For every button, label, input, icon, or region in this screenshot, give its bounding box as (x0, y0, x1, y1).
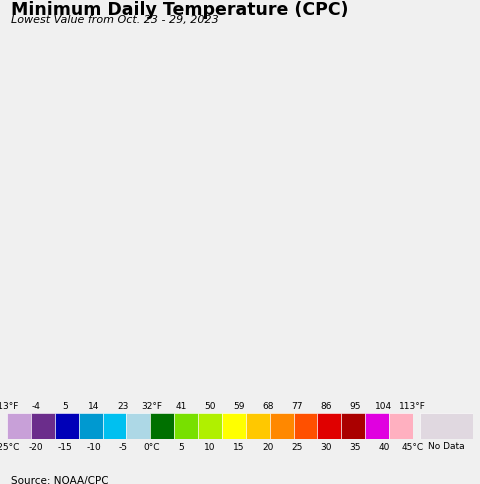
Text: 10: 10 (204, 442, 216, 451)
Text: Source: NOAA/CPC: Source: NOAA/CPC (11, 475, 108, 484)
Bar (341, 413, 365, 439)
Bar (150, 413, 174, 439)
Bar (222, 413, 246, 439)
Text: 50: 50 (204, 401, 216, 410)
Text: No Data: No Data (428, 441, 465, 451)
Bar (198, 413, 222, 439)
Bar (317, 413, 341, 439)
Bar (389, 413, 413, 439)
Text: 86: 86 (320, 401, 332, 410)
Text: 45°C: 45°C (402, 442, 424, 451)
Text: 32°F: 32°F (142, 401, 163, 410)
Text: 23: 23 (118, 401, 129, 410)
Text: -10: -10 (87, 442, 101, 451)
Text: -4: -4 (32, 401, 41, 410)
Text: 77: 77 (291, 401, 303, 410)
Text: -13°F: -13°F (0, 401, 19, 410)
Text: 20: 20 (262, 442, 274, 451)
Bar (55, 413, 79, 439)
Text: 14: 14 (88, 401, 100, 410)
Text: 35: 35 (349, 442, 360, 451)
Text: -25°C: -25°C (0, 442, 20, 451)
Text: 0°C: 0°C (144, 442, 160, 451)
Text: 30: 30 (320, 442, 332, 451)
Bar (7, 413, 31, 439)
Bar (103, 413, 127, 439)
Text: Minimum Daily Temperature (CPC): Minimum Daily Temperature (CPC) (11, 1, 348, 19)
Bar (246, 413, 270, 439)
Text: 5: 5 (178, 442, 184, 451)
Text: 68: 68 (262, 401, 274, 410)
Text: -20: -20 (29, 442, 44, 451)
Text: -5: -5 (119, 442, 128, 451)
Bar (31, 413, 55, 439)
Text: 5: 5 (62, 401, 68, 410)
Bar (79, 413, 103, 439)
Text: 59: 59 (233, 401, 245, 410)
Text: 40: 40 (378, 442, 389, 451)
Text: 41: 41 (175, 401, 187, 410)
Text: Lowest Value from Oct. 23 - 29, 2023: Lowest Value from Oct. 23 - 29, 2023 (11, 15, 218, 25)
Text: -15: -15 (58, 442, 72, 451)
Bar (365, 413, 389, 439)
Bar (174, 413, 198, 439)
Text: 104: 104 (375, 401, 392, 410)
Bar (270, 413, 293, 439)
Text: 25: 25 (291, 442, 302, 451)
Text: 95: 95 (349, 401, 360, 410)
Bar (127, 413, 150, 439)
Text: 15: 15 (233, 442, 245, 451)
Bar (293, 413, 317, 439)
Text: 113°F: 113°F (399, 401, 426, 410)
